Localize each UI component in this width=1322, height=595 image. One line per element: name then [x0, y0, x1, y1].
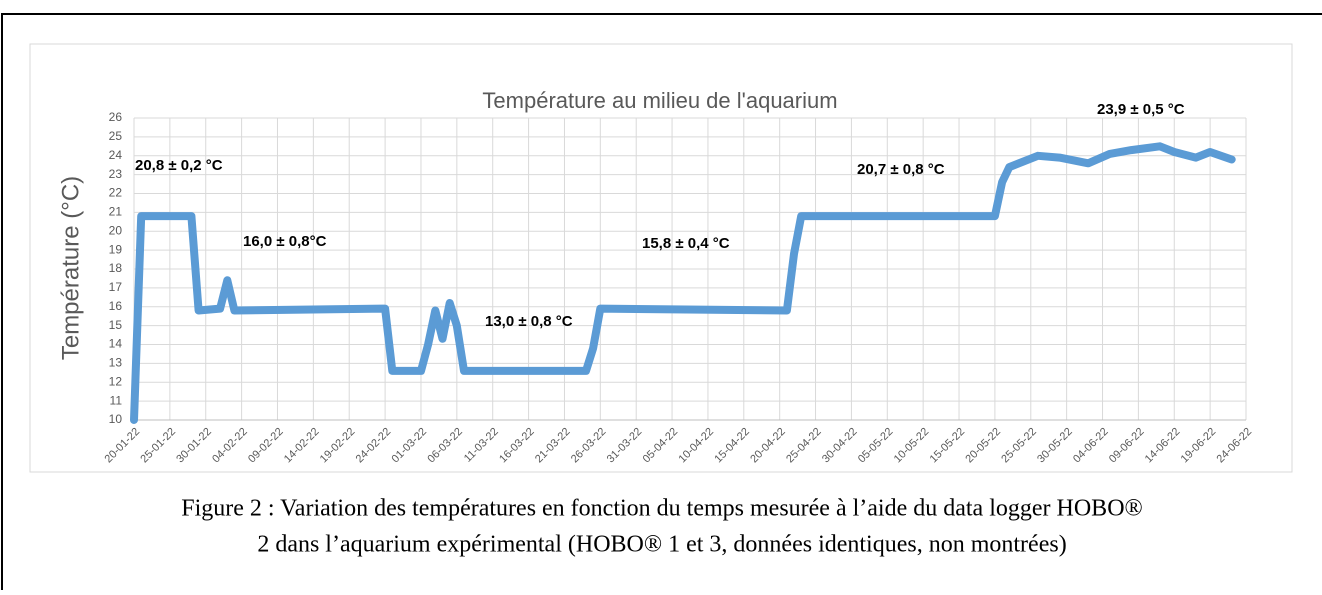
data-line: [130, 142, 1236, 424]
annotation: 13,0 ± 0,8 °C: [485, 313, 573, 330]
caption-line: Figure 2 : Variation des températures en…: [181, 496, 1143, 522]
y-tick-label: 22: [109, 186, 123, 200]
annotation: 15,8 ± 0,4 °C: [642, 235, 730, 252]
y-tick-label: 16: [109, 299, 123, 313]
y-tick-label: 25: [109, 129, 123, 143]
y-tick-label: 24: [109, 148, 123, 162]
annotation: 20,8 ± 0,2 °C: [135, 157, 223, 174]
y-axis-label: Température (°C): [57, 176, 84, 360]
annotation: 16,0 ± 0,8°C: [243, 233, 327, 250]
annotation: 20,7 ± 0,8 °C: [857, 161, 945, 178]
annotation: 23,9 ± 0,5 °C: [1097, 101, 1185, 118]
y-tick-label: 21: [109, 205, 123, 219]
caption-line: 2 dans l’aquarium expérimental (HOBO® 1 …: [257, 532, 1066, 558]
chart-title: Température au milieu de l'aquarium: [482, 88, 837, 113]
outer-border: [1, 13, 1322, 590]
y-tick-label: 18: [109, 261, 123, 275]
y-tick-label: 15: [109, 318, 123, 332]
y-tick-label: 23: [109, 167, 123, 181]
y-tick-label: 10: [109, 412, 123, 426]
y-tick-label: 26: [109, 110, 123, 124]
y-tick-label: 20: [109, 223, 123, 237]
y-tick-label: 11: [110, 393, 123, 407]
y-tick-label: 17: [109, 280, 123, 294]
y-tick-label: 19: [109, 242, 123, 256]
y-tick-label: 14: [109, 337, 123, 351]
y-tick-label: 13: [109, 356, 123, 370]
y-tick-label: 12: [109, 374, 123, 388]
